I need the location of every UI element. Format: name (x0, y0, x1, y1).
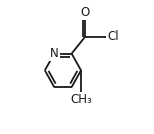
Text: CH₃: CH₃ (70, 93, 92, 106)
Text: N: N (50, 47, 59, 60)
Text: Cl: Cl (107, 30, 119, 43)
Text: O: O (80, 6, 90, 19)
